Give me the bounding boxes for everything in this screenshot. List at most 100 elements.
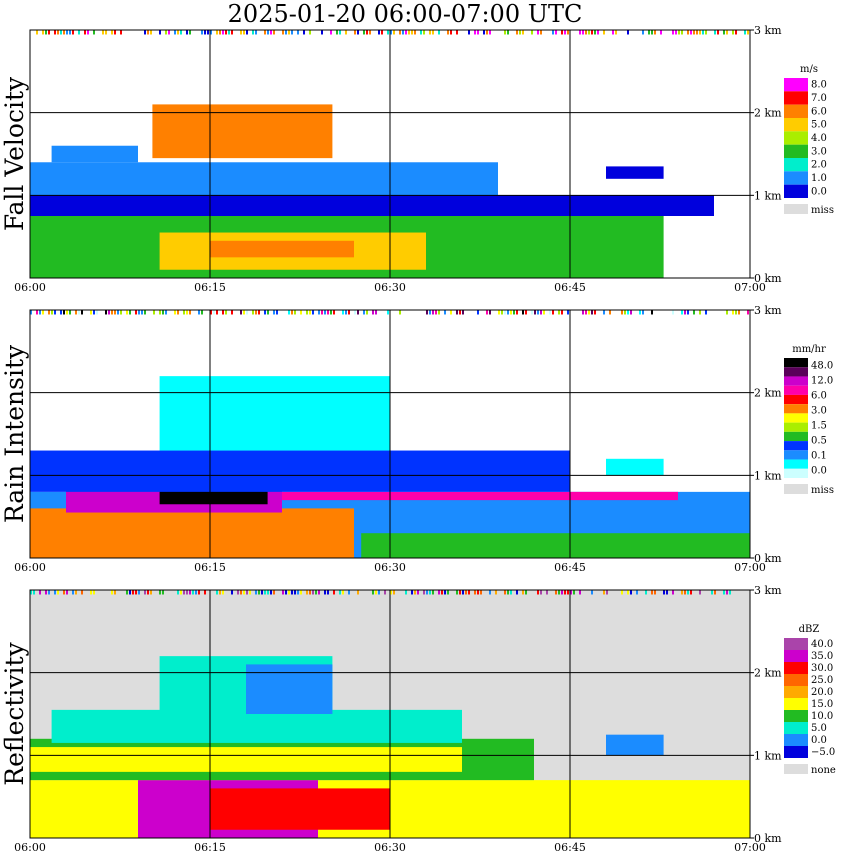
echo-speckle [456, 590, 458, 595]
echo-speckle [264, 590, 266, 595]
x-tick-label: 07:00 [734, 281, 766, 294]
echo-speckle [594, 30, 596, 35]
echo-speckle [285, 590, 287, 595]
echo-speckle [699, 310, 701, 315]
echo-region [30, 450, 570, 492]
echo-speckle [699, 590, 701, 595]
echo-speckle [363, 310, 365, 315]
echo-speckle [90, 590, 92, 595]
echo-speckle [114, 30, 116, 35]
echo-speckle [198, 310, 200, 315]
x-tick-label: 06:15 [194, 841, 226, 854]
echo-speckle [168, 30, 170, 35]
x-tick-label: 06:15 [194, 281, 226, 294]
echo-speckle [111, 310, 113, 315]
echo-speckle [249, 590, 251, 595]
y-tick-label: 0 km [754, 552, 782, 565]
echo-speckle [639, 310, 641, 315]
echo-speckle [405, 30, 407, 35]
panel-3: 06:00 06:15 06:30 06:45 07:000 km 1 km 2 km 3 k… [14, 584, 836, 854]
echo-speckle [69, 30, 71, 35]
echo-speckle [159, 590, 161, 595]
legend-swatch [784, 459, 808, 469]
echo-speckle [384, 590, 386, 595]
echo-speckle [489, 310, 491, 315]
echo-speckle [105, 30, 107, 35]
echo-speckle [459, 310, 461, 315]
echo-speckle [408, 30, 410, 35]
echo-speckle [591, 590, 593, 595]
legend-label: 0.5 [811, 436, 827, 447]
echo-speckle [735, 310, 737, 315]
legend-swatch [784, 385, 808, 395]
echo-speckle [375, 310, 377, 315]
echo-speckle [747, 30, 749, 35]
legend-label: 0.0 [811, 186, 827, 197]
y-tick-label: 1 km [754, 189, 782, 202]
echo-speckle [189, 30, 191, 35]
echo-speckle [132, 590, 134, 595]
plot-frame [29, 589, 751, 839]
echo-speckle [129, 310, 131, 315]
legend-swatch [784, 413, 808, 423]
echo-speckle [570, 590, 572, 595]
echo-speckle [105, 310, 107, 315]
legend-swatch [784, 450, 808, 460]
echo-speckle [186, 590, 188, 595]
legend: m/s 8.0 7.0 6.0 5.0 4.0 3.0 2.0 1.0 0.0 miss [784, 64, 834, 216]
echo-speckle [594, 310, 596, 315]
echo-speckle [297, 30, 299, 35]
echo-speckle [357, 590, 359, 595]
echo-speckle [345, 30, 347, 35]
echo-speckle [48, 310, 50, 315]
echo-speckle [642, 310, 644, 315]
echo-speckle [195, 590, 197, 595]
echo-speckle [210, 30, 212, 35]
legend-missing-label: none [811, 765, 836, 776]
echo-speckle [267, 310, 269, 315]
echo-speckle [585, 30, 587, 35]
echo-speckle [690, 30, 692, 35]
echo-speckle [72, 30, 74, 35]
echo-speckle [543, 310, 545, 315]
echo-speckle [201, 30, 203, 35]
echo-speckle [525, 590, 527, 595]
echo-speckle [30, 590, 32, 595]
echo-speckle [747, 310, 749, 315]
echo-speckle [330, 30, 332, 35]
echo-speckle [93, 30, 95, 35]
echo-speckle [672, 310, 674, 315]
echo-speckle [516, 590, 518, 595]
echo-speckle [630, 590, 632, 595]
echo-speckle [636, 590, 638, 595]
echo-speckle [174, 310, 176, 315]
echo-speckle [507, 30, 509, 35]
panel-ylabel: Reflectivity [0, 642, 29, 786]
echo-speckle [321, 30, 323, 35]
echo-speckle [288, 30, 290, 35]
echo-speckle [138, 590, 140, 595]
echo-speckle [510, 590, 512, 595]
echo-region [152, 104, 333, 159]
echo-speckle [39, 590, 41, 595]
echo-speckle [723, 590, 725, 595]
echo-speckle [699, 30, 701, 35]
echo-speckle [93, 590, 95, 595]
legend-swatch [784, 404, 808, 414]
y-tick-label: 2 km [754, 387, 782, 400]
echo-speckle [690, 590, 692, 595]
echo-speckle [486, 310, 488, 315]
legend-label: 5.0 [811, 120, 827, 131]
echo-speckle [621, 310, 623, 315]
echo-speckle [183, 590, 185, 595]
echo-speckle [447, 30, 449, 35]
echo-speckle [426, 590, 428, 595]
echo-speckle [558, 310, 560, 315]
echo-speckle [537, 590, 539, 595]
legend-label: 1.0 [811, 173, 827, 184]
echo-speckle [324, 310, 326, 315]
panel-ylabel: Rain Intensity [0, 344, 29, 524]
echo-speckle [192, 590, 194, 595]
echo-speckle [477, 30, 479, 35]
